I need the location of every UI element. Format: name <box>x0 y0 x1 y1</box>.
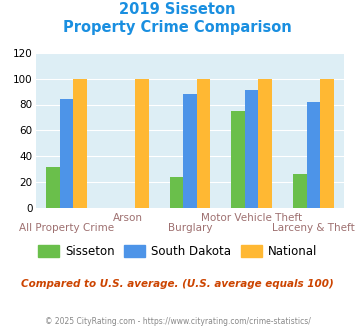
Text: Compared to U.S. average. (U.S. average equals 100): Compared to U.S. average. (U.S. average … <box>21 279 334 289</box>
Text: Arson: Arson <box>113 213 143 223</box>
Bar <box>46 167 60 208</box>
Text: 2019 Sisseton: 2019 Sisseton <box>119 2 236 16</box>
Text: All Property Crime: All Property Crime <box>19 223 114 233</box>
Bar <box>245 90 258 208</box>
Text: Property Crime Comparison: Property Crime Comparison <box>63 20 292 35</box>
Bar <box>258 79 272 208</box>
Bar <box>170 177 183 208</box>
Text: Larceny & Theft: Larceny & Theft <box>272 223 355 233</box>
Bar <box>183 94 197 208</box>
Bar <box>73 79 87 208</box>
Bar <box>60 99 73 208</box>
Text: © 2025 CityRating.com - https://www.cityrating.com/crime-statistics/: © 2025 CityRating.com - https://www.city… <box>45 317 310 326</box>
Bar <box>231 111 245 208</box>
Bar <box>293 174 307 208</box>
Bar <box>135 79 148 208</box>
Bar <box>197 79 210 208</box>
Text: Motor Vehicle Theft: Motor Vehicle Theft <box>201 213 302 223</box>
Bar <box>320 79 334 208</box>
Legend: Sisseton, South Dakota, National: Sisseton, South Dakota, National <box>33 240 322 263</box>
Bar <box>307 102 320 208</box>
Text: Burglary: Burglary <box>168 223 212 233</box>
